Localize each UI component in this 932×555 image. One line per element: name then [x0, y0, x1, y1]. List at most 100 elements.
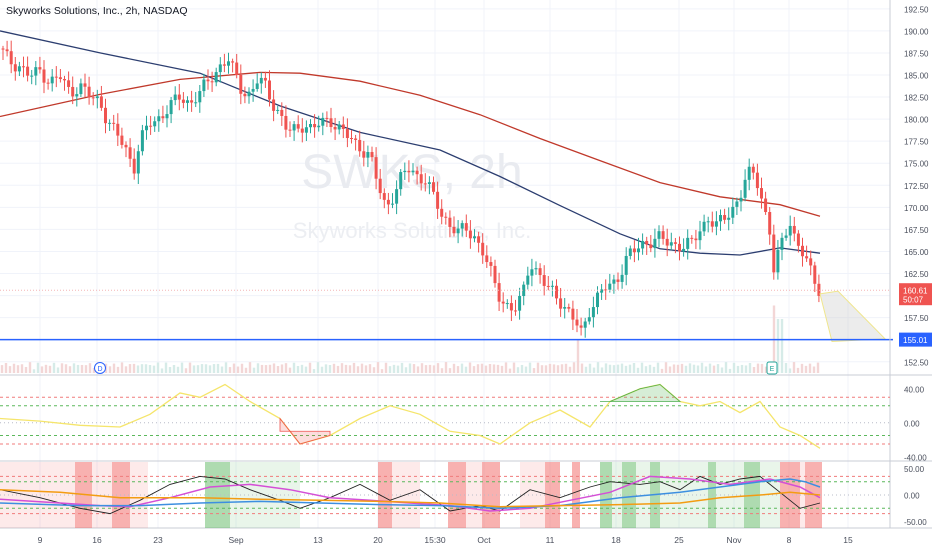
candle-body	[313, 124, 317, 128]
volume-bar	[724, 362, 728, 373]
candle-body	[140, 130, 144, 152]
candle-body	[817, 283, 821, 296]
candle-body	[731, 206, 735, 218]
volume-bar	[676, 364, 680, 373]
candle-body	[432, 182, 435, 192]
earnings-marker-label: E	[770, 366, 775, 373]
volume-bar	[344, 364, 348, 373]
volume-bar	[560, 364, 564, 373]
volume-bar	[216, 363, 220, 373]
volume-bar	[748, 363, 752, 373]
osc1-oversold-fill	[279, 417, 331, 445]
osc1-overbought-fill	[600, 384, 682, 402]
candle-body	[776, 249, 780, 273]
candle-body	[58, 77, 62, 80]
volume-bar	[604, 363, 608, 373]
volume-bar	[212, 364, 216, 373]
volume-bar	[292, 362, 296, 373]
candle-body	[276, 109, 280, 111]
volume-bar	[564, 363, 568, 373]
volume-bar	[264, 365, 268, 373]
candle-body	[628, 248, 632, 256]
candle-body	[5, 49, 9, 52]
volume-bar	[276, 366, 280, 373]
osc2-y-tick-label: 50.00	[904, 465, 925, 474]
candle-body	[292, 124, 296, 131]
volume-bar	[572, 362, 576, 373]
candle-body	[473, 236, 476, 239]
candle-body	[526, 275, 530, 285]
candle-body	[165, 114, 169, 119]
volume-bar	[404, 367, 408, 373]
candle-body	[653, 238, 657, 249]
volume-bar	[360, 363, 364, 373]
candle-body	[280, 109, 284, 116]
candle-body	[468, 230, 472, 239]
candle-body	[22, 66, 25, 68]
candle-body	[698, 231, 702, 241]
volume-bar	[208, 365, 212, 373]
volume-bar	[16, 365, 20, 373]
candle-body	[116, 123, 120, 136]
volume-bar	[348, 365, 352, 373]
candle-body	[67, 80, 71, 87]
candle-body	[382, 193, 386, 200]
volume-bar	[304, 366, 308, 373]
candle-body	[17, 66, 21, 72]
osc1-line	[0, 383, 821, 449]
volume-bar	[80, 364, 84, 373]
x-tick-label: 20	[373, 535, 383, 545]
candle-body	[99, 96, 103, 108]
y-tick-label: 170.00	[904, 204, 929, 213]
volume-bar	[456, 366, 460, 373]
candle-body	[645, 240, 649, 245]
volume-bar	[248, 362, 252, 373]
candle-body	[173, 94, 177, 101]
candle-body	[542, 275, 546, 286]
candle-body	[71, 86, 75, 97]
volume-bar	[172, 364, 176, 373]
volume-bar	[320, 366, 324, 373]
osc2-band-red-light	[130, 462, 148, 528]
volume-bar	[44, 364, 48, 373]
y-tick-label: 180.00	[904, 116, 929, 125]
candle-body	[448, 217, 452, 227]
volume-bar	[644, 366, 648, 373]
volume-bar	[272, 363, 276, 373]
candle-body	[202, 79, 206, 92]
volume-bar	[596, 362, 600, 373]
candle-body	[284, 115, 288, 130]
volume-bar	[384, 362, 388, 373]
y-tick-label: 187.50	[904, 49, 929, 58]
candle-body	[452, 226, 456, 234]
candle-body	[362, 151, 366, 158]
candle-body	[788, 225, 792, 236]
volume-bar	[236, 366, 240, 373]
candle-body	[157, 116, 161, 122]
candle-body	[801, 245, 804, 257]
volume-bar	[544, 365, 548, 373]
volume-bar	[336, 365, 340, 373]
volume-bar	[240, 363, 244, 373]
volume-bar	[184, 368, 188, 373]
candle-body	[407, 170, 411, 173]
candle-body	[427, 182, 431, 185]
candle-body	[485, 255, 489, 263]
candle-body	[395, 189, 399, 204]
volume-bar	[660, 368, 664, 373]
candle-body	[632, 248, 636, 253]
candle-body	[669, 242, 673, 246]
projection-wedge	[819, 290, 887, 342]
volume-bar	[52, 362, 56, 373]
volume-bar	[496, 364, 500, 373]
candle-body	[247, 91, 251, 97]
volume-bar	[428, 364, 432, 373]
candle-body	[784, 235, 788, 238]
candle-body	[587, 317, 591, 322]
countdown-label: 50:07	[903, 296, 924, 305]
volume-bar	[88, 363, 92, 373]
candle-body	[596, 292, 599, 308]
watermark-name: Skyworks Solutions, Inc.	[293, 218, 531, 243]
volume-bar	[704, 366, 708, 373]
candle-body	[108, 122, 112, 124]
